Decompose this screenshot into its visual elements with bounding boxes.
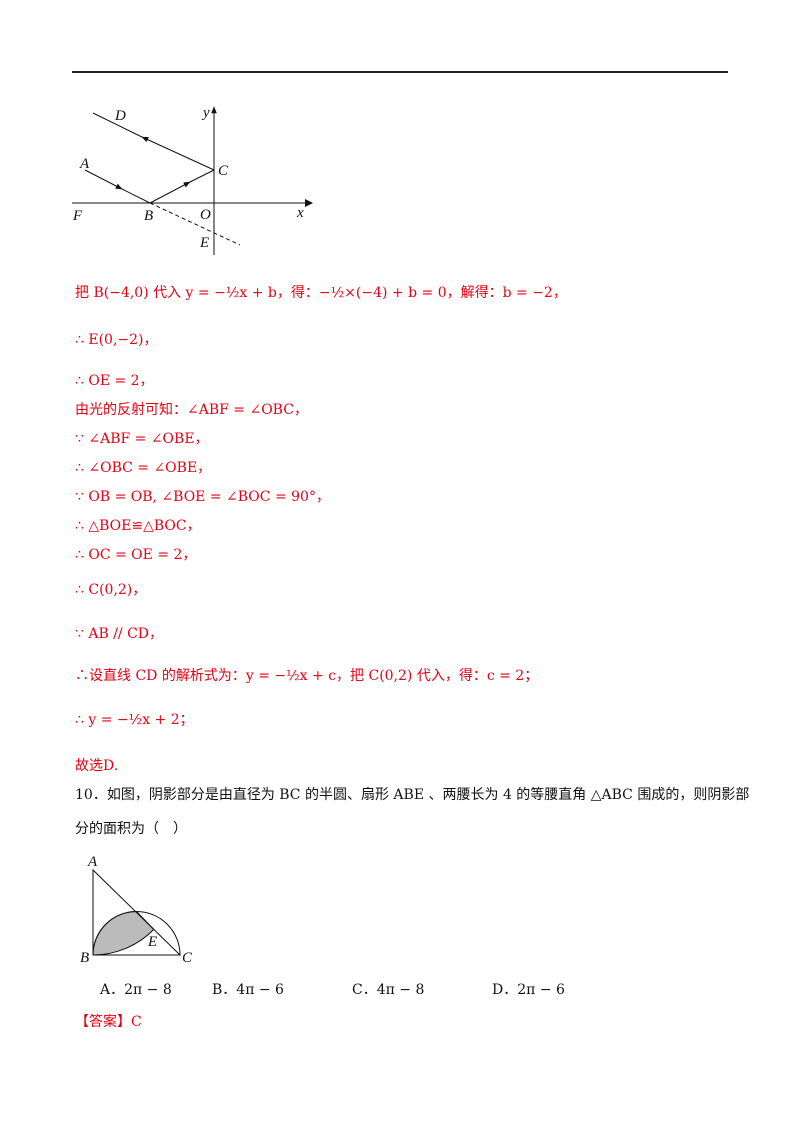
solution-line: 由光的反射可知：∠ABF = ∠OBC，	[75, 402, 308, 418]
question-line: 分的面积为（ ）	[75, 821, 187, 837]
label: E	[199, 235, 209, 251]
solution-line: ∵ AB // CD，	[75, 626, 164, 642]
dashed-be	[149, 202, 241, 246]
solution-line: ∴ OE = 2，	[75, 373, 154, 389]
label: A	[79, 156, 90, 172]
triangle	[92, 868, 182, 956]
shaded-region	[92, 910, 155, 956]
ray-cd	[92, 112, 143, 138]
option: B．4π − 6	[212, 982, 284, 998]
label: A	[87, 854, 98, 870]
solution-line: ∴ C(0,2)，	[75, 582, 147, 598]
answer-value: C	[131, 1014, 142, 1030]
solution-line: ∴ y = −½x + 2；	[75, 712, 194, 728]
label: E	[147, 934, 157, 950]
label: x	[296, 205, 304, 221]
label: B	[80, 950, 89, 966]
answer-tag: 【答案】	[75, 1014, 131, 1030]
label: D	[114, 108, 126, 124]
option: D．2π − 6	[492, 982, 565, 998]
label: F	[72, 208, 83, 224]
solution-line: ∴ OC = OE = 2，	[75, 547, 197, 563]
figure-reflection: D y A C F B O x E	[72, 105, 313, 255]
solution-line: ∴设直线 CD 的解析式为：y = −½x + c，把 C(0,2) 代入，得：…	[75, 668, 539, 684]
label: O	[200, 207, 211, 223]
solution-line: ∴ △BOE≌△BOC，	[75, 518, 201, 534]
solution-line: ∵ OB = OB, ∠BOE = ∠BOC = 90°，	[75, 489, 330, 505]
answer: 【答案】C	[75, 1012, 142, 1032]
ray-bc	[189, 169, 215, 183]
option: C．4π − 8	[352, 982, 425, 998]
solution-line: 把 B(−4,0) 代入 y = −½x + b，得：−½×(−4) + b =…	[75, 285, 567, 301]
ray-cd	[141, 136, 215, 171]
label: C	[218, 163, 229, 179]
label: C	[182, 950, 193, 966]
solution-line: 故选D.	[75, 758, 119, 774]
solution-line: ∵ ∠ABF = ∠OBE，	[75, 431, 209, 447]
label: B	[144, 208, 153, 224]
label: y	[201, 105, 210, 121]
x-arrow	[305, 199, 313, 207]
ray-ab	[121, 188, 151, 204]
ray-bc	[149, 181, 191, 204]
solution-line: ∴ E(0,−2)，	[75, 332, 158, 348]
semicircle	[92, 911, 181, 956]
ray-ab	[84, 169, 123, 190]
option: A．2π − 8	[100, 982, 172, 998]
figure-shaded: A B E C	[80, 854, 193, 966]
header-rule	[72, 71, 728, 73]
question-line: 10．如图，阴影部分是由直径为 BC 的半圆、扇形 ABE 、两腰长为 4 的等…	[75, 787, 750, 803]
solution-line: ∴ ∠OBC = ∠OBE，	[75, 460, 212, 476]
